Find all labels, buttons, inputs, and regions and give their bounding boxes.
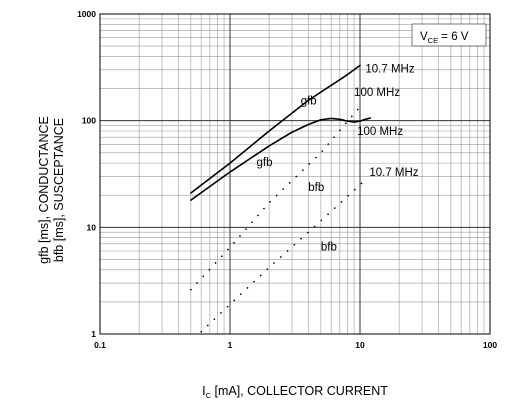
series-layer [190, 64, 372, 333]
annotation-label: 10.7 MHz [369, 167, 418, 179]
grid-minor [100, 14, 490, 334]
y-tick-label: 1 [91, 329, 96, 339]
grid-major [99, 14, 490, 334]
series-line [190, 64, 361, 194]
condition-label: VCE = 6 V [420, 31, 469, 45]
y-axis-title-line2: bfb [ms], SUSCEPTANCE [52, 118, 66, 262]
y-tick-label: 10 [87, 222, 97, 232]
series-line [190, 117, 372, 201]
annotation-label: gfb [257, 157, 273, 169]
x-tick-label: 100 [483, 340, 497, 350]
y-axis-title-line1: gfb [ms], CONDUCTANCE [37, 116, 51, 264]
plot-frame [99, 13, 491, 335]
y-tick-label: 100 [82, 116, 96, 126]
annotation-label: 10.7 MHz [365, 63, 414, 75]
annotation-label: gfb [301, 95, 317, 107]
series-line [190, 105, 361, 291]
x-tick-label: 10 [355, 340, 365, 350]
series-line [200, 178, 367, 333]
annotation-label: bfb [308, 182, 324, 194]
x-tick-label: 0.1 [94, 340, 106, 350]
annotations: 10.7 MHz gfb 100 MHz 100 MHz gfb bfb 10.7 MHz b… [257, 63, 419, 253]
condition-box [411, 23, 487, 47]
y-tick-label: 1000 [77, 9, 96, 19]
x-tick-label: 1 [228, 340, 233, 350]
annotation-label: 100 MHz [354, 87, 400, 99]
x-axis-title: IC [mA], COLLECTOR CURRENT [202, 384, 388, 400]
annotation-label: 100 MHz [357, 126, 403, 138]
annotation-label: bfb [321, 242, 337, 254]
